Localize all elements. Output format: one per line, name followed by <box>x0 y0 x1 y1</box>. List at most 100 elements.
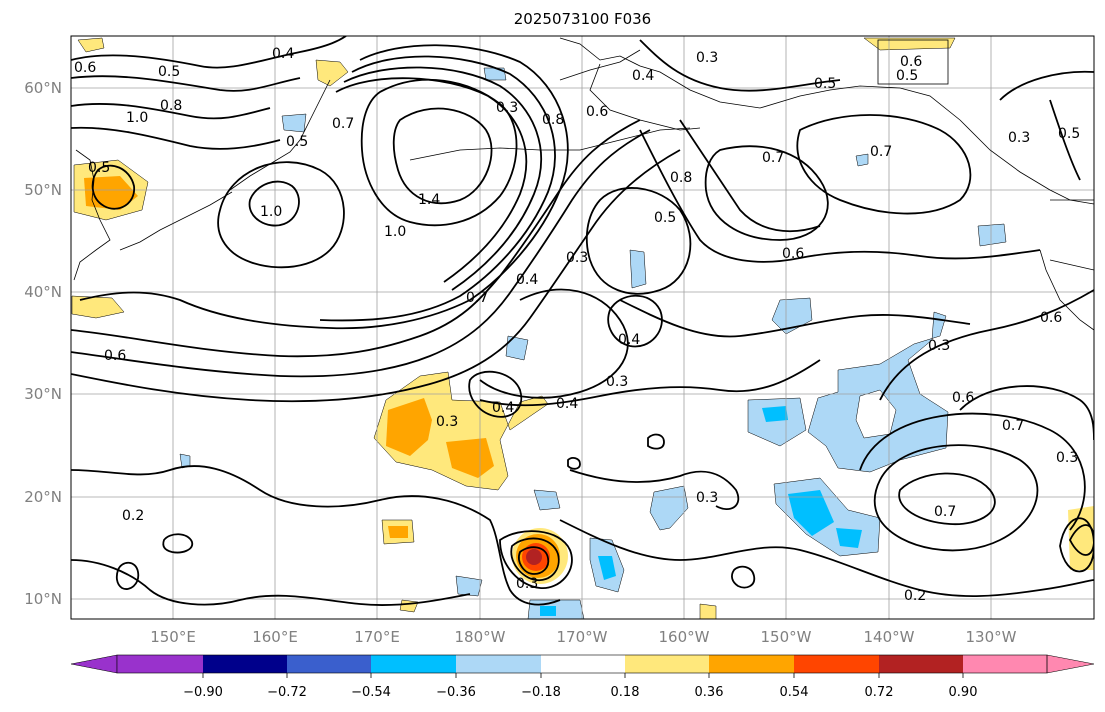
colorbar-label: −0.18 <box>521 685 561 700</box>
colorbar-segment <box>371 655 456 673</box>
colorbar-segment <box>625 655 709 673</box>
lat-label: 40°N <box>24 283 62 301</box>
negative-region <box>762 406 788 422</box>
lat-label: 20°N <box>24 488 62 506</box>
contour-label: 0.4 <box>272 46 294 62</box>
lon-label: 170°E <box>354 628 400 646</box>
positive-region <box>699 603 717 619</box>
positive-region <box>386 398 432 456</box>
negative-region <box>977 223 1007 247</box>
negative-region <box>540 606 556 616</box>
contour-label: 0.3 <box>436 414 458 430</box>
contour-label: 0.6 <box>74 60 96 76</box>
contour-label: 1.4 <box>418 192 440 208</box>
colorbar-segment <box>879 655 963 673</box>
colorbar-extend-high <box>1046 654 1095 674</box>
colorbar-extend-low <box>70 654 118 674</box>
positive-region <box>388 526 408 538</box>
contour-labels: 0.4 0.5 0.6 0.8 1.0 0.5 0.7 1.4 1.0 0.7 … <box>74 46 1080 604</box>
contour-label: 0.5 <box>814 76 836 92</box>
contour-label: 0.3 <box>696 490 718 506</box>
contour-label: 0.7 <box>1002 418 1024 434</box>
lon-label: 160°W <box>659 628 710 646</box>
lat-label: 10°N <box>24 590 62 608</box>
contour-label: 0.4 <box>556 396 578 412</box>
negative-region <box>747 397 807 447</box>
contour-label: 0.3 <box>606 374 628 390</box>
map-frame <box>70 35 1095 620</box>
lon-label: 150°E <box>150 628 196 646</box>
colorbar-segment <box>203 655 287 673</box>
contour-label: 0.5 <box>88 160 110 176</box>
colorbar-label: 0.90 <box>949 685 978 700</box>
positive-region <box>315 59 349 87</box>
contour-label: 1.0 <box>260 204 282 220</box>
contour-label: 0.8 <box>670 170 692 186</box>
colorbar-label: −0.90 <box>183 685 223 700</box>
negative-region <box>629 249 647 289</box>
negative-region <box>649 485 689 531</box>
contour-label: 0.6 <box>104 348 126 364</box>
lon-label: 130°W <box>966 628 1017 646</box>
positive-region <box>863 37 956 51</box>
positive-region <box>71 295 125 319</box>
colorbar-segment <box>287 655 371 673</box>
contour-label: 0.7 <box>332 116 354 132</box>
colorbar-segment <box>456 655 541 673</box>
positive-region <box>77 37 105 53</box>
lon-label: 150°W <box>761 628 812 646</box>
negative-region <box>281 113 307 133</box>
colorbar-frame <box>116 654 1048 674</box>
positive-region <box>446 438 494 478</box>
latitude-labels: 60°N 50°N 40°N 30°N 20°N 10°N <box>24 79 62 608</box>
colorbar-label: −0.54 <box>351 685 391 700</box>
contour-label: 0.6 <box>952 390 974 406</box>
colorbar-segment <box>963 655 1047 673</box>
negative-region <box>455 575 483 597</box>
longitude-labels: 150°E 160°E 170°E 180°W 170°W 160°W 150°… <box>150 628 1016 646</box>
contour-label: 0.2 <box>122 508 144 524</box>
contour-label: 0.3 <box>1056 450 1078 466</box>
colorbar-label: −0.36 <box>436 685 476 700</box>
lat-label: 50°N <box>24 181 62 199</box>
negative-region <box>533 489 561 511</box>
colorbar-segment <box>794 655 879 673</box>
colorbar-segment <box>709 655 794 673</box>
contour-label: 0.5 <box>158 64 180 80</box>
contour-label: 0.5 <box>286 134 308 150</box>
contour-label: 0.4 <box>492 400 514 416</box>
contour-label: 0.5 <box>1058 126 1080 142</box>
contour-label: 0.3 <box>516 576 538 592</box>
colorbar-label: 0.18 <box>611 685 640 700</box>
contour-label: 0.7 <box>934 504 956 520</box>
colorbar-segment <box>117 655 203 673</box>
positive-region <box>399 599 419 613</box>
contour-label: 0.3 <box>928 338 950 354</box>
map-title: 2025073100 F036 <box>513 10 652 28</box>
contour-label: 0.6 <box>782 246 804 262</box>
colorbar-label: 0.72 <box>865 685 894 700</box>
contour-lines <box>71 36 1094 606</box>
contour-label: 0.6 <box>900 54 922 70</box>
contour-label: 0.3 <box>1008 130 1030 146</box>
lon-label: 170°W <box>557 628 608 646</box>
lon-label: 140°W <box>864 628 915 646</box>
contour-label: 0.8 <box>542 112 564 128</box>
lon-label: 180°W <box>455 628 506 646</box>
negative-region <box>598 556 616 580</box>
negative-region <box>505 335 529 361</box>
contour-label: 0.8 <box>160 98 182 114</box>
contour-label: 1.0 <box>384 224 406 240</box>
cyclone-core <box>526 549 542 565</box>
contour-label: 0.2 <box>904 588 926 604</box>
lat-label: 30°N <box>24 385 62 403</box>
colorbar-label: 0.36 <box>695 685 724 700</box>
contour-label: 0.4 <box>618 332 640 348</box>
contour-label: 0.6 <box>586 104 608 120</box>
colorbar-ticks <box>202 673 964 678</box>
lat-label: 60°N <box>24 79 62 97</box>
negative-region <box>836 528 862 548</box>
lon-label: 160°E <box>252 628 298 646</box>
colorbar: −0.90 −0.72 −0.54 −0.36 −0.18 0.18 0.36 … <box>70 654 1095 700</box>
